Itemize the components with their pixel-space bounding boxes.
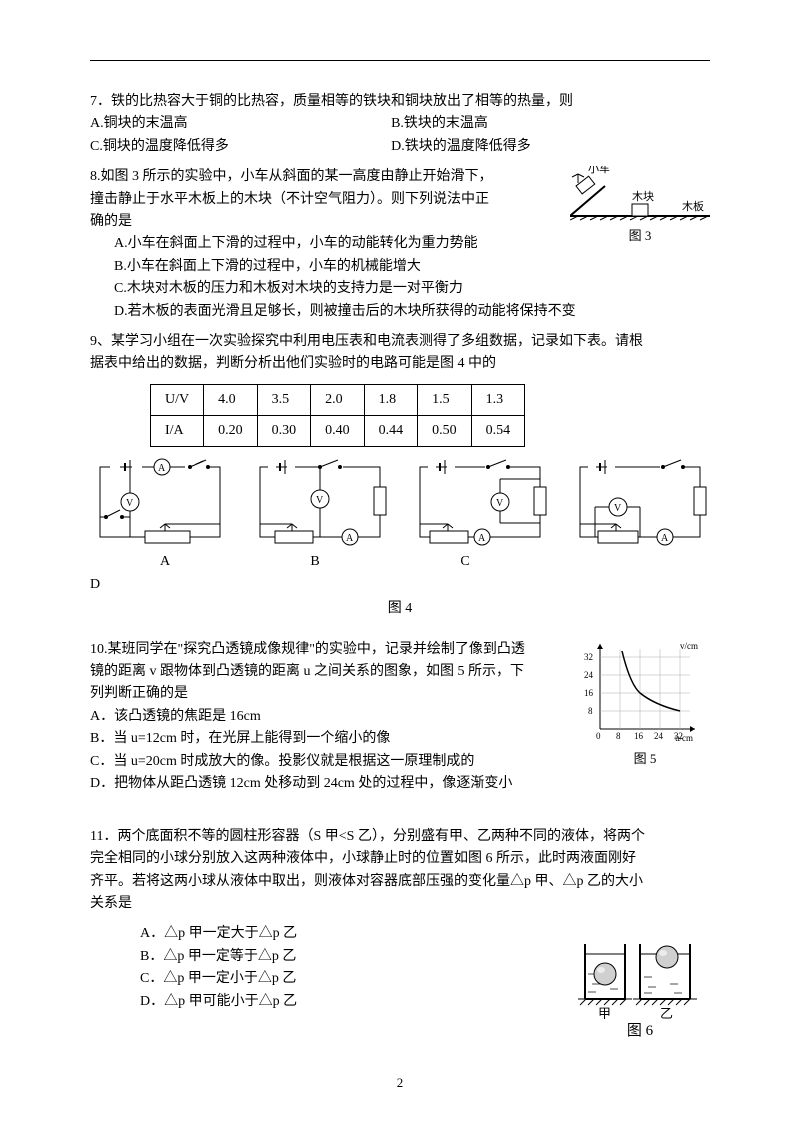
svg-text:24: 24: [584, 670, 594, 680]
svg-text:v/cm: v/cm: [680, 641, 698, 651]
label-c: C: [390, 551, 540, 573]
header-rule: [90, 60, 710, 61]
circuit-a: A V: [90, 457, 230, 547]
figure-6: 甲 乙 图 6: [570, 929, 710, 1043]
svg-text:24: 24: [654, 731, 664, 741]
q7-opt-a: A.铜块的末温高: [90, 113, 388, 135]
fig5-caption: 图 5: [580, 749, 710, 770]
svg-text:木块: 木块: [632, 190, 654, 203]
fig4-caption: 图 4: [90, 598, 710, 620]
q9-table: U/V 4.0 3.5 2.0 1.8 1.5 1.3 I/A 0.20 0.3…: [150, 384, 525, 448]
circuit-row: A V: [90, 457, 710, 547]
q10-opt-d: D．把物体从距凸透镜 12cm 处移动到 24cm 处的过程中，像逐渐变小: [90, 773, 710, 795]
q7-opt-d: D.铁块的温度降低得多: [391, 136, 689, 158]
figure-5: v/cm u/cm 0 8 16 24 32 8 16 24 32 图 5: [580, 639, 710, 770]
svg-text:V: V: [614, 503, 622, 514]
svg-text:0: 0: [596, 731, 601, 741]
svg-text:8: 8: [616, 731, 621, 741]
svg-text:A: A: [158, 463, 166, 474]
q8-opt-d: D.若木板的表面光滑且足够长，则被撞击后的木块所获得的动能将保持不变: [90, 301, 710, 323]
svg-text:16: 16: [584, 688, 594, 698]
q11-stem3: 齐平。若将这两小球从液体中取出，则液体对容器底部压强的变化量△p 甲、△p 乙的…: [90, 871, 710, 893]
q11-stem1: 11．两个底面积不等的圆柱形容器（S 甲<S 乙），分别盛有甲、乙两种不同的液体…: [90, 826, 710, 848]
q7-stem: 7．铁的比热容大于铜的比热容，质量相等的铁块和铜块放出了相等的热量，则: [90, 91, 710, 113]
circuit-d: V A: [570, 457, 710, 547]
label-b: B: [240, 551, 390, 573]
svg-text:A: A: [661, 533, 669, 544]
svg-text:V: V: [316, 495, 324, 506]
circuit-b: V A: [250, 457, 390, 547]
svg-text:A: A: [346, 533, 354, 544]
page-number: 2: [90, 1073, 710, 1094]
svg-text:乙: 乙: [660, 1006, 673, 1019]
figure-3: 小车 木块 木板 图 3: [570, 166, 710, 247]
q8-opt-c: C.木块对木板的压力和木板对木块的支持力是一对平衡力: [90, 278, 710, 300]
q9-stem2: 据表中给出的数据，判断分析出他们实验时的电路可能是图 4 中的: [90, 353, 710, 375]
svg-text:V: V: [496, 498, 504, 509]
svg-text:甲: 甲: [598, 1006, 611, 1019]
ramp-diagram: 小车 木块 木板: [570, 166, 710, 226]
fig6-caption: 图 6: [570, 1019, 710, 1043]
q8-opt-b: B.小车在斜面上下滑的过程中，小车的机械能增大: [90, 256, 710, 278]
label-d: D: [90, 574, 710, 596]
svg-text:V: V: [126, 498, 134, 509]
svg-text:8: 8: [588, 706, 593, 716]
question-11: 11．两个底面积不等的圆柱形容器（S 甲<S 乙），分别盛有甲、乙两种不同的液体…: [90, 826, 710, 916]
q11-stem2: 完全相同的小球分别放入这两种液体中，小球静止时的位置如图 6 所示，此时两液面刚…: [90, 848, 710, 870]
fig3-caption: 图 3: [570, 226, 710, 247]
svg-text:A: A: [478, 533, 486, 544]
svg-text:32: 32: [674, 731, 683, 741]
svg-text:32: 32: [584, 652, 593, 662]
q7-opt-c: C.铜块的温度降低得多: [90, 136, 388, 158]
circuit-labels: A B C: [90, 551, 710, 573]
svg-text:小车: 小车: [588, 166, 610, 175]
question-9: 9、某学习小组在一次实验探究中利用电压表和电流表测得了多组数据，记录如下表。请根…: [90, 331, 710, 376]
svg-text:木板: 木板: [682, 199, 704, 213]
circuit-c: V A: [410, 457, 550, 547]
svg-text:16: 16: [634, 731, 644, 741]
q11-stem4: 关系是: [90, 893, 710, 915]
q7-opt-b: B.铁块的末温高: [391, 113, 689, 135]
label-a: A: [90, 551, 240, 573]
question-7: 7．铁的比热容大于铜的比热容，质量相等的铁块和铜块放出了相等的热量，则 A.铜块…: [90, 91, 710, 158]
q9-stem1: 9、某学习小组在一次实验探究中利用电压表和电流表测得了多组数据，记录如下表。请根: [90, 331, 710, 353]
